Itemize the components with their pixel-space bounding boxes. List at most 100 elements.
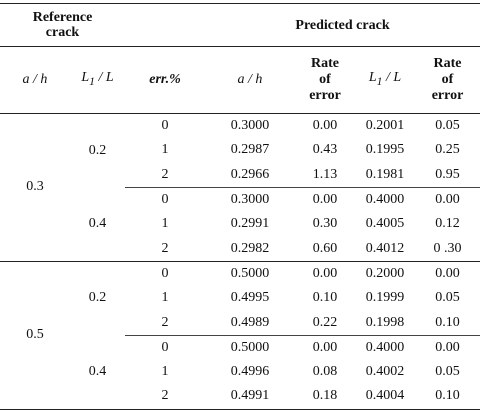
value-cell: 0.00 (415, 334, 480, 360)
value-cell: 2 (161, 314, 169, 330)
value-cell: 0.95 (435, 166, 460, 182)
value-cell: 0.25 (435, 142, 460, 158)
value-cell: 0.10 (435, 314, 460, 330)
data-row: 2 0.2982 0.60 0.4012 0 .30 (0, 236, 480, 261)
value-cell: 0.4002 (365, 364, 405, 380)
page: Reference crack Predicted crack a / h L1 … (0, 3, 480, 411)
value-cell: 0.30 (312, 216, 338, 232)
header-text: a / h (22, 72, 48, 87)
header-subscript: 1 (89, 74, 95, 88)
value-cell: 0.00 (312, 118, 338, 134)
value-cell: 0 .30 (433, 240, 462, 256)
header-cell: Reference crack (0, 3, 125, 47)
value-cell: 0.1999 (365, 290, 405, 306)
value-cell: 0.1998 (365, 314, 405, 330)
value-cell: 0.5000 (205, 260, 295, 287)
data-row: 2 0.4989 0.22 0.1998 0.10 (0, 310, 480, 335)
value-cell: 0.4989 (230, 314, 270, 330)
value-cell: 0.4991 (205, 384, 295, 410)
value-cell: 0.05 (435, 290, 460, 306)
header-text: err.% (149, 72, 181, 87)
value-cell: 0.2982 (230, 240, 270, 256)
data-row: 0.5 0.2 0 0.5000 0.00 0.2000 0.00 (0, 260, 480, 410)
data-row: 1 0.4995 0.10 0.1999 0.05 (0, 286, 480, 310)
column-header: Rate of error (415, 46, 480, 114)
value-cell: 0.2991 (230, 216, 270, 232)
value-cell: 0.00 (415, 260, 480, 287)
l1-l-cell: 0.4 (70, 335, 125, 410)
value-cell: 0 (125, 334, 205, 360)
data-row: 1 0.2991 0.30 0.4005 0.12 (0, 212, 480, 236)
value-cell: 0.2987 (230, 142, 270, 158)
value-cell: 0.05 (435, 364, 460, 380)
l1-l-cell: 0.2 (88, 142, 107, 158)
value-cell: 0.00 (295, 260, 355, 287)
value-cell: 0.4000 (355, 334, 415, 360)
value-cell: 0.4012 (365, 240, 405, 256)
value-cell: 0.00 (415, 186, 480, 213)
header-text: L (81, 70, 90, 86)
value-cell: 0 (125, 260, 205, 287)
column-header: L1 / L (355, 46, 415, 114)
value-cell: 0.5000 (205, 334, 295, 360)
column-header: a / h (205, 46, 295, 114)
data-row: 2 0.4991 0.18 0.4004 0.10 (0, 384, 480, 410)
value-cell: 1 (161, 364, 169, 380)
l1-l-cell: 0.2 (70, 260, 125, 336)
value-cell: 0.3000 (205, 186, 295, 213)
column-header: L1 / L (70, 46, 125, 114)
data-row: 1 0.4996 0.08 0.4002 0.05 (0, 360, 480, 384)
header-row: Reference crack Predicted crack (0, 3, 480, 47)
header-text: / L (382, 70, 402, 86)
value-cell: 1.13 (312, 166, 338, 182)
value-cell: 0.4005 (365, 216, 405, 232)
data-row: 0.4 0 0.3000 0.00 0.4000 0.00 (0, 186, 480, 231)
table-body: 0.3 0.2 0 0.3000 0.00 0.2001 0.05 1 0.2987 0.43 0.… (0, 114, 480, 410)
value-cell: 0.2966 (230, 166, 270, 182)
header-cell (125, 3, 205, 47)
data-row: 1 0.2987 0.43 0.1995 0.25 (0, 138, 480, 162)
value-cell: 0.43 (312, 142, 338, 158)
header-text: Rate of error (309, 56, 341, 103)
l1-l-cell: 0.4 (88, 216, 107, 232)
value-cell: 2 (125, 384, 205, 410)
value-cell: 0.12 (435, 216, 460, 232)
value-cell: 0.2000 (355, 260, 415, 287)
results-table: Reference crack Predicted crack a / h L1 … (0, 3, 480, 410)
header-subscript: 1 (376, 74, 383, 88)
value-cell: 0.05 (435, 118, 460, 134)
value-cell: 1 (161, 142, 169, 158)
value-cell: 0.4004 (355, 384, 415, 410)
column-header: err.% (125, 46, 205, 114)
value-cell: 0 (125, 186, 205, 213)
value-cell: 2 (161, 166, 169, 182)
header-text: L (368, 70, 377, 86)
value-cell: 0.00 (295, 334, 355, 360)
value-cell: 0.08 (312, 364, 338, 380)
a-h-cell: 0.3 (26, 179, 44, 195)
value-cell: 0.4996 (230, 364, 270, 380)
value-cell: 2 (161, 240, 169, 256)
header-text: / L (94, 70, 114, 86)
value-cell: 1 (161, 216, 169, 232)
value-cell: 0.1981 (365, 166, 405, 182)
value-cell: 0 (161, 118, 169, 134)
header-text: a / h (237, 72, 263, 87)
header-text: Rate of error (431, 56, 464, 103)
a-h-cell: 0.5 (0, 260, 70, 410)
value-cell: 0.3000 (230, 118, 270, 134)
value-cell: 0.22 (312, 314, 338, 330)
value-cell: 0.10 (312, 290, 338, 306)
value-cell: 0.60 (312, 240, 338, 256)
value-cell: 0.18 (295, 384, 355, 410)
data-row: 0.4 0 0.5000 0.00 0.4000 0.00 (0, 334, 480, 410)
value-cell: 0.4000 (355, 186, 415, 213)
data-row: 0.3 0.2 0 0.3000 0.00 0.2001 0.05 (0, 114, 480, 194)
predicted-header: Predicted crack (205, 3, 480, 47)
value-cell: 0.1995 (365, 142, 405, 158)
column-header: a / h (0, 46, 70, 114)
value-cell: 0.4995 (230, 290, 270, 306)
reference-header: Reference crack (32, 10, 93, 40)
value-cell: 0.2001 (365, 118, 405, 134)
